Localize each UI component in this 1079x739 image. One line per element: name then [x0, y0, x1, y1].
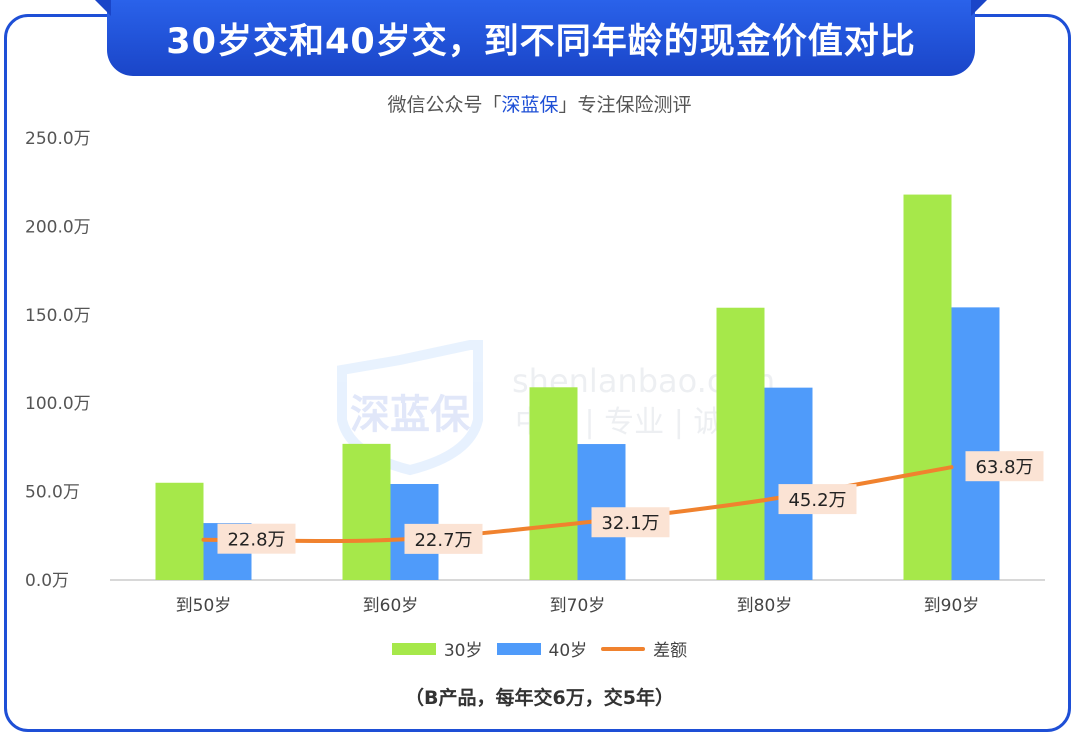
footnote: （B产品，每年交6万，交5年） — [405, 687, 674, 709]
legend-swatch-diff — [601, 646, 646, 651]
legend: 30岁 40岁 差额 — [0, 636, 1079, 661]
y-tick-label: 150.0万 — [25, 306, 91, 326]
diff-data-label: 22.8万 — [227, 530, 285, 551]
x-tick-label: 到50岁 — [176, 596, 232, 616]
legend-item-diff: 差额 — [601, 636, 687, 661]
legend-label-diff: 差额 — [653, 641, 688, 661]
title-banner: 30岁交和40岁交，到不同年龄的现金价值对比 — [107, 0, 975, 76]
diff-data-label: 32.1万 — [601, 513, 659, 534]
diff-data-label: 22.7万 — [414, 530, 472, 551]
y-tick-label: 250.0万 — [25, 129, 91, 149]
chart-title: 30岁交和40岁交，到不同年龄的现金价值对比 — [166, 21, 916, 62]
subtitle: 微信公众号「深蓝保」专注保险测评 — [0, 90, 1079, 117]
bar-30 — [716, 307, 765, 580]
legend-swatch-30 — [391, 642, 436, 655]
legend-label-30: 30岁 — [443, 641, 483, 661]
bar-40 — [951, 307, 1000, 580]
legend-label-40: 40岁 — [548, 641, 588, 661]
diff-data-label: 63.8万 — [975, 457, 1033, 478]
y-tick-label: 50.0万 — [25, 483, 80, 503]
bar-40 — [764, 387, 813, 580]
diff-label-bg — [404, 523, 483, 554]
chart-frame — [4, 14, 1071, 732]
diff-label-bg — [778, 484, 857, 515]
shield-icon — [337, 340, 483, 476]
subtitle-suffix: 」专注保险测评 — [558, 94, 692, 116]
x-tick-label: 到90岁 — [924, 596, 980, 616]
legend-item-30: 30岁 — [391, 636, 483, 661]
bar-30 — [342, 443, 391, 580]
bar-30 — [529, 387, 578, 580]
y-tick-label: 0.0万 — [25, 571, 69, 591]
diff-label-bg — [217, 523, 296, 554]
subtitle-prefix: 微信公众号「 — [387, 94, 502, 116]
watermark-logo-text: 深蓝保 — [350, 392, 471, 438]
bar-30 — [903, 194, 952, 581]
subtitle-brand: 深蓝保 — [501, 94, 559, 116]
diff-data-label: 45.2万 — [788, 490, 846, 511]
y-tick-label: 100.0万 — [25, 394, 91, 414]
x-tick-label: 到70岁 — [550, 596, 606, 616]
x-tick-label: 到60岁 — [363, 596, 419, 616]
diff-label-bg — [591, 507, 670, 538]
legend-item-40: 40岁 — [496, 636, 588, 661]
bar-30 — [155, 482, 204, 580]
x-tick-label: 到80岁 — [737, 596, 793, 616]
y-tick-label: 200.0万 — [25, 217, 91, 237]
diff-label-bg — [965, 451, 1044, 482]
legend-swatch-40 — [496, 642, 541, 655]
